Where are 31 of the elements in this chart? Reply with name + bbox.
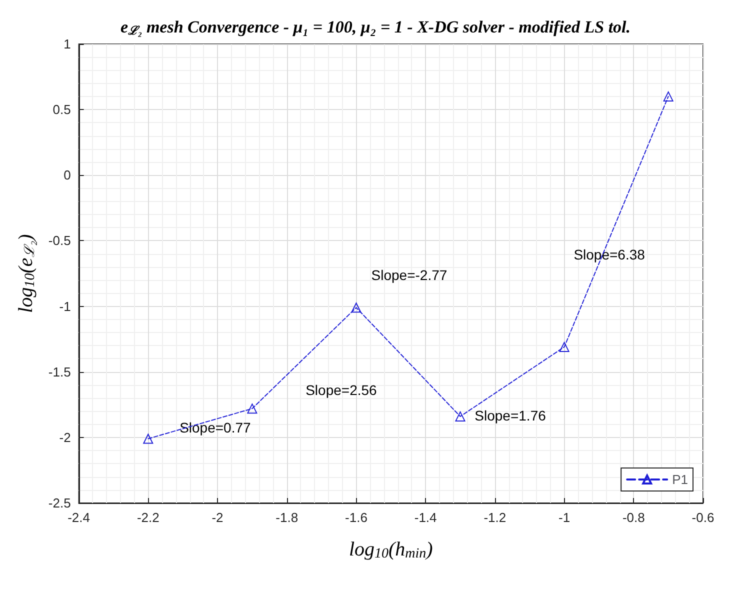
x-tick-label: -2.2 bbox=[136, 510, 160, 525]
point bbox=[247, 404, 258, 414]
point bbox=[351, 302, 362, 313]
x-tick-label: -0.6 bbox=[692, 510, 714, 525]
annotation: Slope=6.38 bbox=[574, 246, 646, 263]
point bbox=[455, 411, 466, 422]
point bbox=[663, 91, 674, 102]
annotation: Slope=1.76 bbox=[474, 408, 546, 424]
x-tick-label: -2 bbox=[212, 510, 224, 525]
annotation: Slope=-2.77 bbox=[371, 267, 448, 284]
x-tick-label: -2.4 bbox=[68, 510, 90, 525]
y-tick-label: -2 bbox=[59, 430, 71, 445]
y-tick-label: -1 bbox=[59, 298, 71, 314]
y-tick-label: -0.5 bbox=[48, 233, 71, 248]
x-tick-label: -1.6 bbox=[345, 510, 368, 525]
y-tick-label: 0.5 bbox=[52, 102, 71, 118]
x-tick-label: -1 bbox=[558, 510, 570, 525]
x-tick-label: -1.8 bbox=[276, 510, 298, 525]
point bbox=[143, 434, 154, 444]
y-tick-label: 1 bbox=[64, 36, 71, 52]
x-tick-label: -0.8 bbox=[622, 510, 645, 525]
point bbox=[559, 342, 570, 352]
x-tick-label: -1.4 bbox=[414, 510, 437, 525]
y-tick-label: 0 bbox=[64, 168, 71, 183]
legend-label: P1 bbox=[672, 472, 688, 487]
y-tick-label: -1.5 bbox=[48, 364, 71, 380]
y-tick-label: -2.5 bbox=[48, 496, 71, 510]
annotation: Slope=2.56 bbox=[306, 382, 378, 398]
annotation: Slope=0.77 bbox=[180, 420, 251, 436]
x-tick-label: -1.2 bbox=[484, 510, 506, 525]
y-axis-title: log10(eℒ₂) bbox=[15, 234, 38, 313]
